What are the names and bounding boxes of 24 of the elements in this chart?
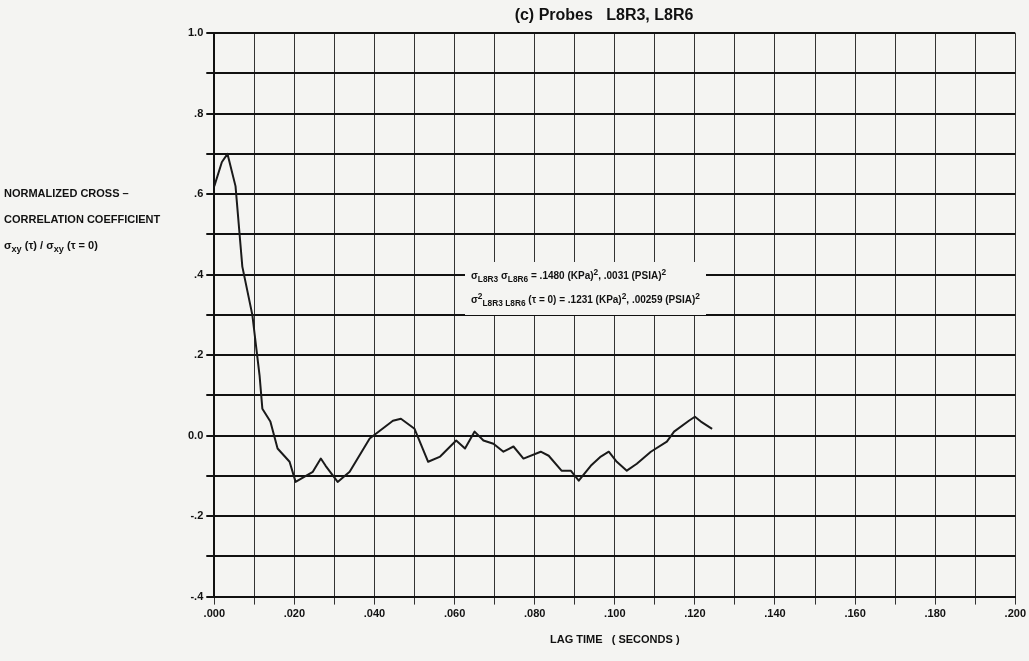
y-tick-label: -.4 <box>190 589 205 602</box>
x-tick-label: .040 <box>363 607 386 620</box>
x-tick-label: .160 <box>844 607 866 620</box>
annotation: σ$_{L8R3}$ σ$_{L8R6}$ = .1480 (KPa)$^{2}$, .0031 (PSIA)$^{2}$ <box>471 267 667 285</box>
y-tick-label: 0.0 <box>187 428 204 441</box>
x-tick-label: .200 <box>1004 607 1027 620</box>
y-tick-label: .2 <box>194 348 204 361</box>
y-tick-label: .8 <box>194 106 204 119</box>
text: NORMALIZED CROSS – CORRELATION COEFFICIENT σ$_{xy}$ (τ) / σ$_{xy}$ (τ = 0) <box>4 187 161 255</box>
annotation: σ$^{2}$$_{L8R3 L8R6}$ (τ = 0) = .1231 (KPa)$^{2}$, .00259 (PSIA)$^{2}$ <box>471 291 700 309</box>
x-tick-label: .080 <box>523 607 546 620</box>
x-tick-label: .180 <box>924 607 946 620</box>
y-tick-label: .4 <box>194 267 205 280</box>
x-tick-label: .120 <box>684 607 706 620</box>
x-tick-label: .060 <box>443 607 466 620</box>
chart-title: (c) Probes L8R3, L8R6 <box>514 6 694 24</box>
x-tick-label: .000 <box>203 607 225 620</box>
y-tick-label: -.2 <box>190 509 204 522</box>
y-tick-label: .6 <box>194 187 204 200</box>
x-tick-label: .140 <box>764 607 786 620</box>
x-tick-label: .020 <box>283 607 306 620</box>
y-tick-label: 1.0 <box>187 26 204 39</box>
x-axis-title: LAG TIME ( SECONDS ) <box>550 633 680 646</box>
x-tick-label: .100 <box>604 607 626 620</box>
